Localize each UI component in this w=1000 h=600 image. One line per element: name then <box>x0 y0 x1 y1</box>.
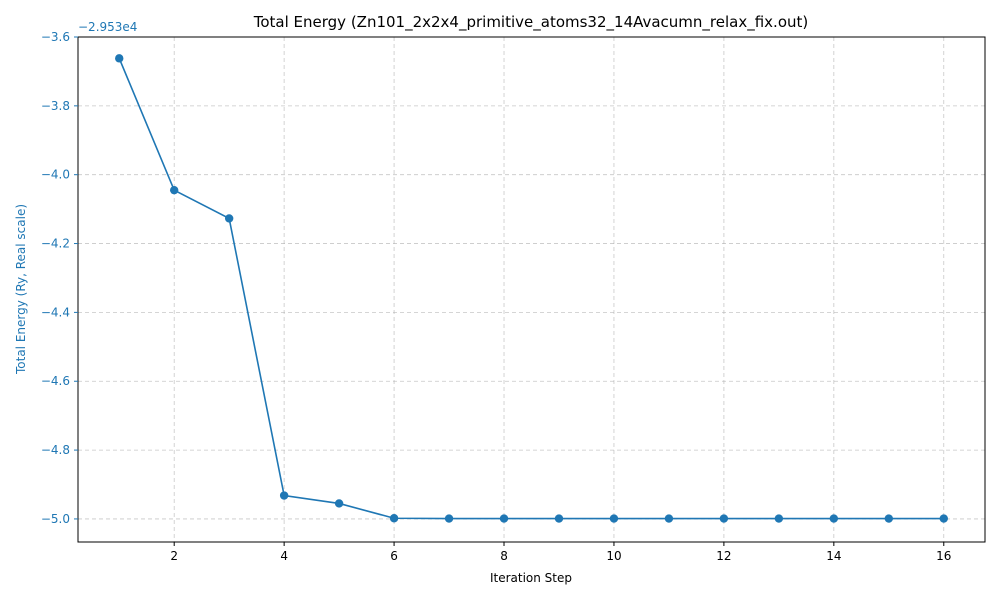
x-tick-label: 8 <box>500 549 508 563</box>
y-tick-label: −4.0 <box>41 168 70 182</box>
data-point <box>169 185 179 195</box>
y-tick-label: −4.4 <box>41 305 70 319</box>
data-point <box>334 499 344 508</box>
data-point <box>719 514 729 523</box>
data-point <box>884 514 894 523</box>
data-point <box>279 491 289 500</box>
y-tick-label: −4.6 <box>41 374 70 388</box>
y-tick-label: −5.0 <box>41 512 70 526</box>
data-point <box>829 514 839 523</box>
data-point <box>554 514 564 523</box>
data-point <box>774 514 784 523</box>
series-line <box>118 58 944 520</box>
chart-title: Total Energy (Zn101_2x2x4_primitive_atom… <box>253 13 809 32</box>
y-tick-label: −4.2 <box>41 237 70 251</box>
data-point <box>224 214 234 223</box>
y-tick-label: −3.6 <box>41 30 70 44</box>
x-tick-label: 2 <box>170 549 178 563</box>
data-point <box>664 514 674 523</box>
x-axis-label: Iteration Step <box>490 571 572 585</box>
ticks: 2 4 6 8 10 12 14 16 −5.0 −4.8 −4.6 −4.4 −4.2 −4.0 −3.8… <box>41 30 952 563</box>
y-axis-label: Total Energy (Ry, Real scale) <box>14 204 28 375</box>
x-tick-label: 6 <box>390 549 398 563</box>
x-tick-label: 10 <box>606 549 621 563</box>
x-tick-label: 14 <box>826 549 841 563</box>
x-tick-label: 4 <box>280 549 288 563</box>
data-point <box>115 54 124 63</box>
y-tick-label: −4.8 <box>41 443 70 457</box>
series-layer <box>115 54 948 523</box>
axes <box>77 36 986 543</box>
y-axis-offset-label: −2.953e4 <box>78 20 137 34</box>
data-point <box>389 514 399 523</box>
data-point <box>939 514 948 523</box>
axes-frame <box>77 36 986 543</box>
data-point <box>609 514 619 523</box>
data-point <box>444 514 454 523</box>
data-point <box>499 514 509 523</box>
x-tick-label: 16 <box>936 549 951 563</box>
y-tick-label: −3.8 <box>41 99 70 113</box>
grid <box>78 36 985 542</box>
x-tick-label: 12 <box>716 549 731 563</box>
